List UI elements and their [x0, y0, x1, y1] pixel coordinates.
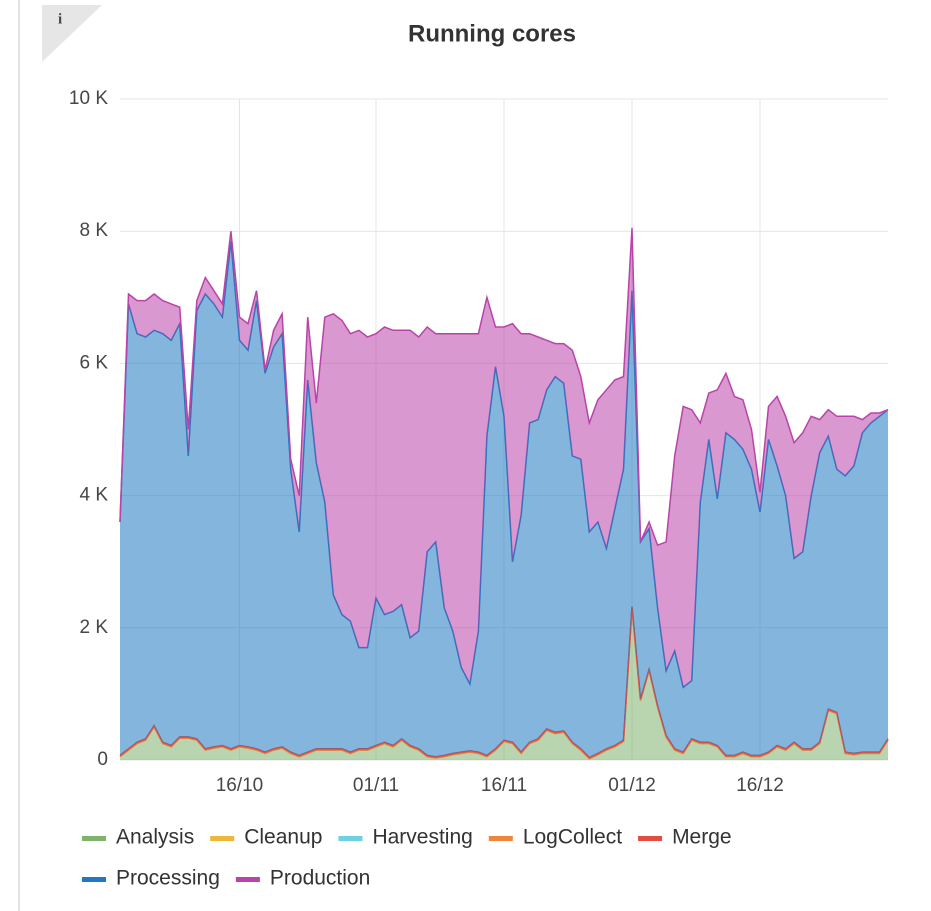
series-line: [119, 227, 889, 547]
y-tick-label: 10 K: [69, 88, 108, 109]
legend-label: Cleanup: [244, 826, 322, 849]
legend-swatch: [210, 836, 235, 841]
legend-swatch: [338, 836, 363, 841]
info-icon[interactable]: i: [58, 11, 62, 27]
y-tick-label: 2 K: [79, 617, 108, 638]
x-tick-label: 01/12: [608, 775, 656, 796]
area: [120, 227, 888, 688]
info-corner[interactable]: [42, 5, 102, 62]
y-tick-label: 8 K: [79, 220, 108, 241]
legend-label: Merge: [672, 826, 732, 849]
area: [120, 608, 888, 760]
x-tick-label: 01/11: [353, 775, 399, 796]
legend-label: Production: [270, 867, 370, 890]
legend-label: LogCollect: [523, 826, 622, 849]
x-tick-label: 16/10: [216, 775, 264, 796]
legend-label: Analysis: [116, 826, 194, 849]
legend-swatch: [82, 877, 106, 882]
legend-label: Harvesting: [372, 826, 472, 849]
legend-swatch: [82, 836, 106, 841]
legend-label: Processing: [116, 867, 220, 890]
x-tick-label: 16/11: [481, 775, 527, 796]
y-tick-label: 6 K: [79, 352, 108, 373]
area: [120, 241, 888, 758]
legend-swatch: [638, 836, 663, 841]
legend-swatch: [488, 836, 513, 841]
x-tick-label: 16/12: [736, 775, 784, 796]
chart-title: Running cores: [408, 20, 576, 47]
y-tick-label: 4 K: [79, 485, 108, 506]
y-tick-label: 0: [97, 749, 108, 770]
legend-swatch: [235, 877, 260, 882]
